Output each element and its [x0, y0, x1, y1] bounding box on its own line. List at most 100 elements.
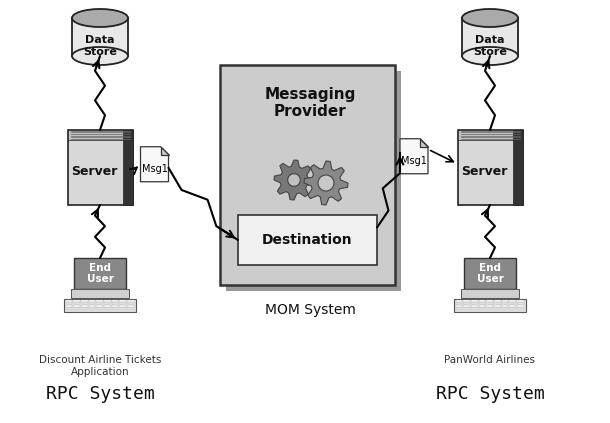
FancyBboxPatch shape: [127, 300, 134, 302]
FancyBboxPatch shape: [65, 305, 72, 307]
FancyBboxPatch shape: [458, 130, 523, 205]
FancyBboxPatch shape: [104, 308, 110, 309]
FancyBboxPatch shape: [478, 300, 485, 302]
FancyBboxPatch shape: [68, 130, 132, 205]
FancyBboxPatch shape: [486, 300, 493, 302]
FancyBboxPatch shape: [119, 302, 126, 304]
FancyBboxPatch shape: [471, 302, 478, 304]
FancyBboxPatch shape: [112, 308, 118, 309]
FancyBboxPatch shape: [112, 302, 118, 304]
Text: RPC System: RPC System: [436, 385, 544, 403]
FancyBboxPatch shape: [81, 305, 87, 307]
FancyBboxPatch shape: [119, 308, 126, 309]
FancyBboxPatch shape: [88, 305, 95, 307]
FancyBboxPatch shape: [509, 305, 516, 307]
Text: Discount Airline Tickets
Application: Discount Airline Tickets Application: [39, 355, 161, 376]
Text: Destination: Destination: [262, 233, 353, 247]
Text: RPC System: RPC System: [46, 385, 154, 403]
Circle shape: [318, 175, 334, 191]
FancyBboxPatch shape: [123, 130, 132, 205]
FancyBboxPatch shape: [119, 305, 126, 307]
FancyBboxPatch shape: [127, 308, 134, 309]
FancyBboxPatch shape: [463, 308, 470, 309]
FancyBboxPatch shape: [454, 299, 526, 312]
FancyBboxPatch shape: [478, 308, 485, 309]
Text: Data
Store: Data Store: [83, 35, 117, 57]
FancyBboxPatch shape: [112, 300, 118, 302]
FancyBboxPatch shape: [96, 308, 103, 309]
Text: PanWorld Airlines: PanWorld Airlines: [445, 355, 536, 365]
Text: Server: Server: [71, 165, 118, 178]
FancyBboxPatch shape: [68, 130, 132, 140]
FancyBboxPatch shape: [456, 300, 462, 302]
FancyBboxPatch shape: [486, 308, 493, 309]
FancyBboxPatch shape: [486, 305, 493, 307]
FancyBboxPatch shape: [501, 305, 508, 307]
FancyBboxPatch shape: [119, 300, 126, 302]
FancyBboxPatch shape: [501, 302, 508, 304]
Ellipse shape: [72, 9, 128, 27]
FancyBboxPatch shape: [104, 302, 110, 304]
FancyBboxPatch shape: [461, 289, 518, 298]
Text: End
User: End User: [476, 263, 503, 284]
FancyBboxPatch shape: [96, 305, 103, 307]
FancyBboxPatch shape: [501, 308, 508, 309]
FancyBboxPatch shape: [65, 300, 72, 302]
FancyBboxPatch shape: [71, 289, 129, 298]
FancyBboxPatch shape: [513, 130, 523, 205]
FancyBboxPatch shape: [494, 305, 500, 307]
Ellipse shape: [72, 47, 128, 65]
FancyBboxPatch shape: [127, 305, 134, 307]
FancyBboxPatch shape: [501, 300, 508, 302]
Text: Server: Server: [462, 165, 508, 178]
Text: Messaging
Provider: Messaging Provider: [264, 87, 356, 119]
Text: MOM System: MOM System: [265, 303, 356, 317]
FancyBboxPatch shape: [65, 302, 72, 304]
FancyBboxPatch shape: [226, 71, 401, 291]
FancyBboxPatch shape: [220, 65, 395, 285]
Ellipse shape: [462, 9, 518, 27]
FancyBboxPatch shape: [96, 300, 103, 302]
Text: End
User: End User: [87, 263, 113, 284]
Polygon shape: [160, 147, 168, 154]
FancyBboxPatch shape: [88, 308, 95, 309]
FancyBboxPatch shape: [73, 300, 80, 302]
Circle shape: [319, 176, 332, 190]
FancyBboxPatch shape: [456, 308, 462, 309]
FancyBboxPatch shape: [494, 308, 500, 309]
FancyBboxPatch shape: [81, 302, 87, 304]
FancyBboxPatch shape: [238, 215, 377, 265]
Polygon shape: [304, 161, 348, 205]
FancyBboxPatch shape: [456, 305, 462, 307]
FancyBboxPatch shape: [74, 258, 126, 289]
FancyBboxPatch shape: [463, 302, 470, 304]
FancyBboxPatch shape: [64, 299, 136, 312]
FancyBboxPatch shape: [471, 305, 478, 307]
Polygon shape: [140, 147, 168, 182]
FancyBboxPatch shape: [463, 305, 470, 307]
Ellipse shape: [462, 47, 518, 65]
FancyBboxPatch shape: [456, 302, 462, 304]
FancyBboxPatch shape: [509, 308, 516, 309]
FancyBboxPatch shape: [462, 18, 518, 56]
FancyBboxPatch shape: [464, 258, 516, 289]
FancyBboxPatch shape: [72, 18, 128, 56]
FancyBboxPatch shape: [73, 302, 80, 304]
FancyBboxPatch shape: [517, 302, 523, 304]
FancyBboxPatch shape: [127, 302, 134, 304]
FancyBboxPatch shape: [471, 300, 478, 302]
FancyBboxPatch shape: [463, 300, 470, 302]
FancyBboxPatch shape: [104, 305, 110, 307]
FancyBboxPatch shape: [494, 302, 500, 304]
FancyBboxPatch shape: [471, 308, 478, 309]
FancyBboxPatch shape: [509, 300, 516, 302]
Polygon shape: [274, 160, 314, 200]
FancyBboxPatch shape: [73, 308, 80, 309]
FancyBboxPatch shape: [458, 130, 523, 140]
FancyBboxPatch shape: [478, 305, 485, 307]
FancyBboxPatch shape: [96, 302, 103, 304]
FancyBboxPatch shape: [65, 308, 72, 309]
FancyBboxPatch shape: [509, 302, 516, 304]
FancyBboxPatch shape: [88, 300, 95, 302]
FancyBboxPatch shape: [517, 305, 523, 307]
